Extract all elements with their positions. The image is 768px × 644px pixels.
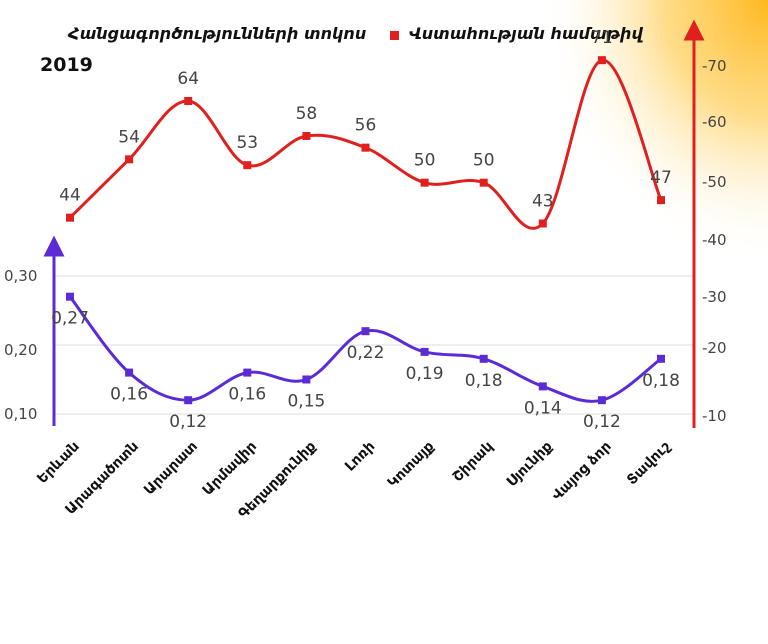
series-crime-rate: 0,27 0,16 0,12 0,16 0,15 0,22 0,19 0,18 0,14 0,12… <box>51 292 680 432</box>
chart-year: 2019 <box>40 54 93 76</box>
crime-rate-point <box>66 292 74 301</box>
right-axis-ticks: -10 -20 -30 -40 -50 -60 -70 <box>702 57 727 425</box>
left-tick-label: 0,30 <box>4 267 37 285</box>
crime-rate-point <box>420 347 429 356</box>
trust-index-point <box>302 132 311 140</box>
left-tick-label: 0,10 <box>4 405 37 423</box>
crime-rate-point <box>125 368 134 377</box>
category-label: Երևան <box>34 439 83 488</box>
trust-index-data-label: 47 <box>650 168 672 188</box>
crime-rate-point <box>302 375 311 384</box>
legend-marker-trust-index <box>390 31 399 40</box>
trust-index-data-label: 43 <box>532 192 554 212</box>
category-label: Կոտայք <box>385 439 438 492</box>
trust-index-line <box>68 58 663 230</box>
category-label: Շիրակ <box>450 439 497 486</box>
trust-index-data-label: 56 <box>355 116 377 136</box>
category-label: Արարատ <box>141 439 201 499</box>
category-label: Սյունիք <box>504 439 556 491</box>
crime-rate-data-label: 0,12 <box>583 412 621 432</box>
category-label: Տավուշ <box>624 438 674 488</box>
trust-index-point <box>597 56 606 65</box>
legend-label-crime-rate: Հանցագործությունների տոկոս <box>67 24 366 43</box>
right-tick-label: -20 <box>702 339 727 357</box>
crime-rate-point <box>538 382 547 391</box>
trust-index-point <box>125 155 134 164</box>
right-tick-label: -40 <box>702 231 727 249</box>
legend: Հանցագործությունների տոկոս Վստահության հ… <box>67 24 643 43</box>
crime-rate-data-label: 0,15 <box>287 392 325 412</box>
trust-index-point <box>243 161 252 170</box>
trust-index-data-label: 71 <box>591 28 613 48</box>
trust-index-point <box>361 143 370 152</box>
trust-index-point <box>538 219 547 228</box>
right-tick-label: -70 <box>702 57 727 75</box>
trust-index-data-label: 50 <box>414 151 436 171</box>
series-trust-index: 44 54 64 53 58 56 50 50 43 71 47 <box>59 28 672 230</box>
crime-rate-data-label: 0,18 <box>642 371 680 391</box>
left-tick-label: 0,20 <box>4 341 37 359</box>
crime-rate-point <box>657 354 665 363</box>
sun-glow-decoration <box>540 0 768 260</box>
trust-index-point <box>66 213 74 222</box>
trust-index-data-label: 54 <box>118 127 140 147</box>
category-label: Արմավիր <box>200 439 260 499</box>
trust-index-data-label: 53 <box>236 133 258 153</box>
right-tick-label: -10 <box>702 407 727 425</box>
crime-rate-point <box>479 354 488 363</box>
trust-index-point <box>657 196 665 205</box>
trust-index-data-label: 64 <box>177 69 199 89</box>
crime-rate-data-label: 0,22 <box>347 343 385 363</box>
crime-rate-point <box>361 327 370 336</box>
legend-label-trust-index: Վստահության համաթիվ <box>409 24 643 43</box>
crime-rate-data-label: 0,14 <box>524 398 562 418</box>
crime-rate-data-label: 0,12 <box>169 412 207 432</box>
left-axis-ticks: 0,10 0,20 0,30 <box>4 267 37 423</box>
trust-index-point <box>420 178 429 187</box>
series-layer: 0,27 0,16 0,12 0,16 0,15 0,22 0,19 0,18 0,14 0,12… <box>51 28 680 432</box>
trust-index-data-label: 50 <box>473 151 495 171</box>
crime-rate-data-label: 0,19 <box>406 364 444 384</box>
crime-rate-data-label: 0,16 <box>228 385 266 405</box>
crime-rate-point <box>597 396 606 405</box>
crime-rate-point <box>184 396 193 405</box>
trust-index-point <box>479 178 488 187</box>
trust-index-data-label: 44 <box>59 186 81 206</box>
crime-rate-data-label: 0,27 <box>51 309 89 329</box>
category-label: Լոռի <box>342 439 378 475</box>
category-label: Վայոց ձոր <box>549 439 615 505</box>
crime-rate-data-label: 0,16 <box>110 385 148 405</box>
right-tick-label: -30 <box>702 288 727 306</box>
trust-index-data-label: 58 <box>296 104 318 124</box>
right-tick-label: -60 <box>702 113 727 131</box>
gridlines <box>54 275 694 415</box>
crime-rate-data-label: 0,18 <box>465 371 503 391</box>
trust-index-point <box>184 97 193 105</box>
crime-rate-point <box>243 368 252 377</box>
right-tick-label: -50 <box>702 173 727 191</box>
